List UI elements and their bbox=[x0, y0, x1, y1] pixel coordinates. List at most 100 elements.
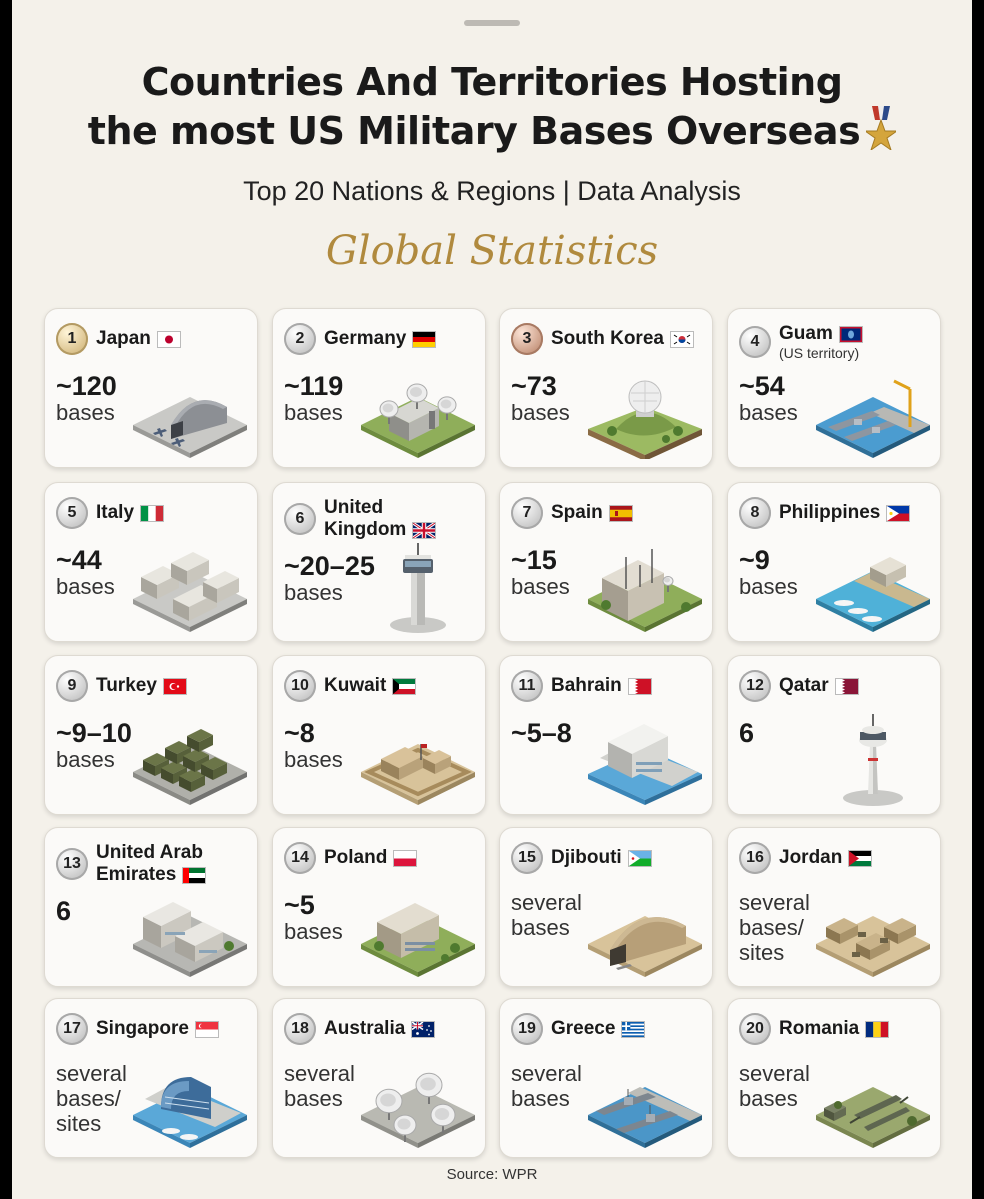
base-value: several bases bbox=[739, 1061, 859, 1111]
card-header: 10 Kuwait bbox=[284, 670, 479, 702]
philippines-flag bbox=[886, 504, 911, 522]
country-name: Turkey bbox=[96, 675, 157, 696]
base-value: several bases bbox=[511, 1061, 631, 1111]
country-card[interactable]: 10 Kuwait ~8 bases bbox=[272, 655, 486, 815]
boat-dock-illustration bbox=[814, 541, 932, 633]
card-header: 12 Qatar bbox=[739, 670, 934, 702]
card-header: 7 Spain bbox=[511, 497, 706, 529]
country-name-row: Kingdom bbox=[324, 519, 437, 541]
country-names: Turkey bbox=[96, 675, 187, 697]
base-value: ~5 bases bbox=[284, 890, 404, 944]
country-card[interactable]: 19 Greece several bases bbox=[499, 998, 713, 1158]
country-name: Romania bbox=[779, 1018, 860, 1039]
guam-flag bbox=[838, 325, 863, 343]
base-count: ~5 bbox=[284, 890, 315, 920]
djibouti-flag bbox=[627, 849, 652, 867]
base-count: ~9–10 bbox=[56, 718, 132, 748]
country-names: Djibouti bbox=[551, 847, 652, 869]
country-name: United Arab bbox=[96, 842, 203, 863]
country-name-row: Romania bbox=[779, 1018, 890, 1040]
turkey-flag bbox=[162, 677, 187, 695]
base-value: ~5–8 bbox=[511, 718, 631, 748]
base-value: ~9 bases bbox=[739, 545, 859, 599]
country-card[interactable]: 16 Jordan several bases/sites bbox=[727, 827, 941, 987]
subtitle: Top 20 Nations & Regions | Data Analysis bbox=[243, 176, 741, 206]
vehicle-depot-illustration bbox=[131, 714, 249, 806]
source-note: Source: WPR bbox=[446, 1166, 538, 1183]
country-card[interactable]: 17 Singapore several bases/sites bbox=[44, 998, 258, 1158]
country-card[interactable]: 3 South Korea ~73 bases bbox=[499, 308, 713, 468]
country-card[interactable]: 7 Spain ~15 bases bbox=[499, 482, 713, 642]
country-name-line-2: Emirates bbox=[96, 864, 177, 885]
country-card[interactable]: 5 Italy ~44 bases bbox=[44, 482, 258, 642]
country-card[interactable]: 14 Poland ~5 bases bbox=[272, 827, 486, 987]
country-name: United bbox=[324, 497, 384, 518]
card-header: 15 Djibouti bbox=[511, 842, 706, 874]
harbor-building-illustration bbox=[131, 1057, 249, 1149]
card-header: 16 Jordan bbox=[739, 842, 934, 874]
base-count: ~120 bbox=[56, 371, 117, 401]
rank-badge: 16 bbox=[739, 842, 771, 874]
card-header: 1 Japan bbox=[56, 323, 251, 355]
country-card[interactable]: 8 Philippines ~9 bases bbox=[727, 482, 941, 642]
country-name: Guam bbox=[779, 323, 833, 344]
rank-badge: 15 bbox=[511, 842, 543, 874]
rank-badge: 5 bbox=[56, 497, 88, 529]
country-card[interactable]: 9 Turkey ~9–10 bases bbox=[44, 655, 258, 815]
romania-flag bbox=[865, 1020, 890, 1038]
rank-badge: 2 bbox=[284, 323, 316, 355]
rank-badge: 4 bbox=[739, 326, 771, 358]
base-value: ~9–10 bases bbox=[56, 718, 176, 772]
card-header: 6 United Kingdom bbox=[284, 497, 479, 541]
country-names: Greece bbox=[551, 1018, 646, 1040]
country-name: Singapore bbox=[96, 1018, 189, 1039]
country-name-row: Turkey bbox=[96, 675, 187, 697]
desert-compound-illustration bbox=[359, 714, 477, 806]
rank-badge: 12 bbox=[739, 670, 771, 702]
card-header: 20 Romania bbox=[739, 1013, 934, 1045]
base-description: several bbox=[739, 1061, 810, 1086]
drag-handle[interactable] bbox=[464, 20, 520, 26]
base-count: ~5–8 bbox=[511, 718, 572, 748]
country-card[interactable]: 2 Germany ~119 bases bbox=[272, 308, 486, 468]
rank-badge: 1 bbox=[56, 323, 88, 355]
hangar-jets-illustration bbox=[131, 367, 249, 459]
country-name: Philippines bbox=[779, 502, 881, 523]
country-names: Jordan bbox=[779, 847, 873, 869]
base-unit: bases bbox=[511, 574, 570, 599]
germany-flag bbox=[412, 330, 437, 348]
country-card[interactable]: 20 Romania several bases bbox=[727, 998, 941, 1158]
base-value: 6 bbox=[56, 896, 176, 926]
rank-badge: 7 bbox=[511, 497, 543, 529]
missile-site-illustration bbox=[814, 1057, 932, 1149]
country-card[interactable]: 6 United Kingdom ~20–25 bases bbox=[272, 482, 486, 642]
country-card[interactable]: 15 Djibouti several bases bbox=[499, 827, 713, 987]
country-name: Kuwait bbox=[324, 675, 387, 696]
rank-badge: 3 bbox=[511, 323, 543, 355]
country-card[interactable]: 4 Guam (US territory) ~54 bases bbox=[727, 308, 941, 468]
base-unit: bases bbox=[56, 574, 115, 599]
title-line-2: the most US Military Bases Overseas bbox=[12, 106, 972, 161]
base-value: ~54 bases bbox=[739, 371, 859, 425]
country-names: Japan bbox=[96, 328, 181, 350]
country-card[interactable]: 11 Bahrain ~5–8 bbox=[499, 655, 713, 815]
title-line-2-text: the most US Military Bases Overseas bbox=[87, 109, 861, 153]
card-header: 5 Italy bbox=[56, 497, 251, 529]
rank-badge: 19 bbox=[511, 1013, 543, 1045]
base-description: sites bbox=[56, 1111, 102, 1136]
base-value: ~15 bases bbox=[511, 545, 631, 599]
base-unit: bases bbox=[284, 580, 343, 605]
country-card[interactable]: 1 Japan ~120 bases bbox=[44, 308, 258, 468]
country-names: Germany bbox=[324, 328, 437, 350]
green-building-illustration bbox=[359, 886, 477, 978]
country-name-line-2: Kingdom bbox=[324, 519, 407, 540]
title-line-1: Countries And Territories Hosting bbox=[141, 60, 843, 104]
desert-outpost-illustration bbox=[814, 886, 932, 978]
country-name-row: Italy bbox=[96, 502, 165, 524]
country-name-row: Qatar bbox=[779, 675, 859, 697]
country-card[interactable]: 18 Australia several bases bbox=[272, 998, 486, 1158]
country-name: Italy bbox=[96, 502, 135, 523]
country-card[interactable]: 13 United Arab Emirates 6 bbox=[44, 827, 258, 987]
section-title: Global Statistics bbox=[325, 228, 659, 274]
country-card[interactable]: 12 Qatar 6 bbox=[727, 655, 941, 815]
